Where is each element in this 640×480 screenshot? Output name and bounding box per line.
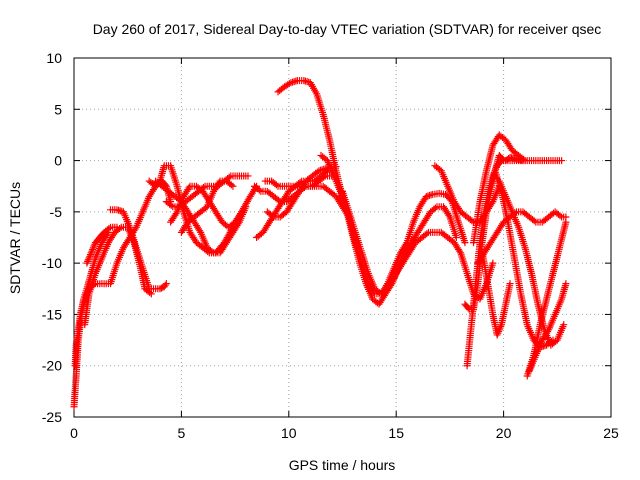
series-s18	[339, 187, 469, 298]
series-s29	[525, 280, 570, 375]
x-tick-labels: 0 5 10 15 20 25	[70, 425, 619, 441]
series-s24	[474, 208, 570, 267]
series-marker-trail	[71, 230, 111, 368]
series-marker-trail	[339, 189, 468, 297]
series-s27	[495, 177, 568, 349]
x-tick-label: 5	[178, 425, 186, 441]
series-marker-trail	[476, 241, 514, 337]
series-s20	[431, 162, 503, 226]
data-series	[70, 77, 570, 411]
series-s8	[152, 177, 250, 257]
y-axis-label: SDTVAR / TECUs	[7, 182, 23, 294]
series-marker-trail	[475, 208, 568, 265]
y-tick-label: -20	[42, 358, 62, 374]
y-tick-label: 5	[54, 101, 62, 117]
x-axis-label: GPS time / hours	[289, 457, 396, 473]
series-s23	[470, 131, 529, 247]
x-tick-label: 0	[70, 425, 78, 441]
data-point-marker	[87, 249, 95, 257]
y-tick-label: 10	[46, 50, 62, 66]
y-tick-label: -25	[42, 409, 62, 425]
data-point-marker	[162, 280, 170, 288]
x-tick-label: 25	[603, 425, 619, 441]
series-marker-trail	[470, 132, 527, 244]
series-marker-trail	[496, 179, 567, 348]
plot-frame	[73, 57, 612, 418]
x-tick-label: 15	[388, 425, 404, 441]
series-s11	[177, 177, 237, 236]
series-s2	[71, 228, 112, 370]
series-marker-trail	[84, 223, 119, 265]
y-tick-labels: -25 -20 -15 -10 -5 0 5 10	[42, 50, 62, 425]
series-marker-trail	[526, 282, 569, 373]
x-tick-label: 10	[281, 425, 297, 441]
chart-title: Day 260 of 2017, Sidereal Day-to-day VTE…	[93, 21, 602, 37]
y-tick-label: 0	[54, 153, 62, 169]
series-marker-trail	[179, 177, 235, 235]
y-tick-label: -15	[42, 306, 62, 322]
series-s4	[83, 223, 121, 267]
series-s25	[476, 239, 514, 339]
series-s28	[523, 218, 570, 380]
y-tick-label: -5	[50, 204, 63, 220]
y-tick-label: -10	[42, 255, 62, 271]
x-tick-label: 20	[496, 425, 512, 441]
